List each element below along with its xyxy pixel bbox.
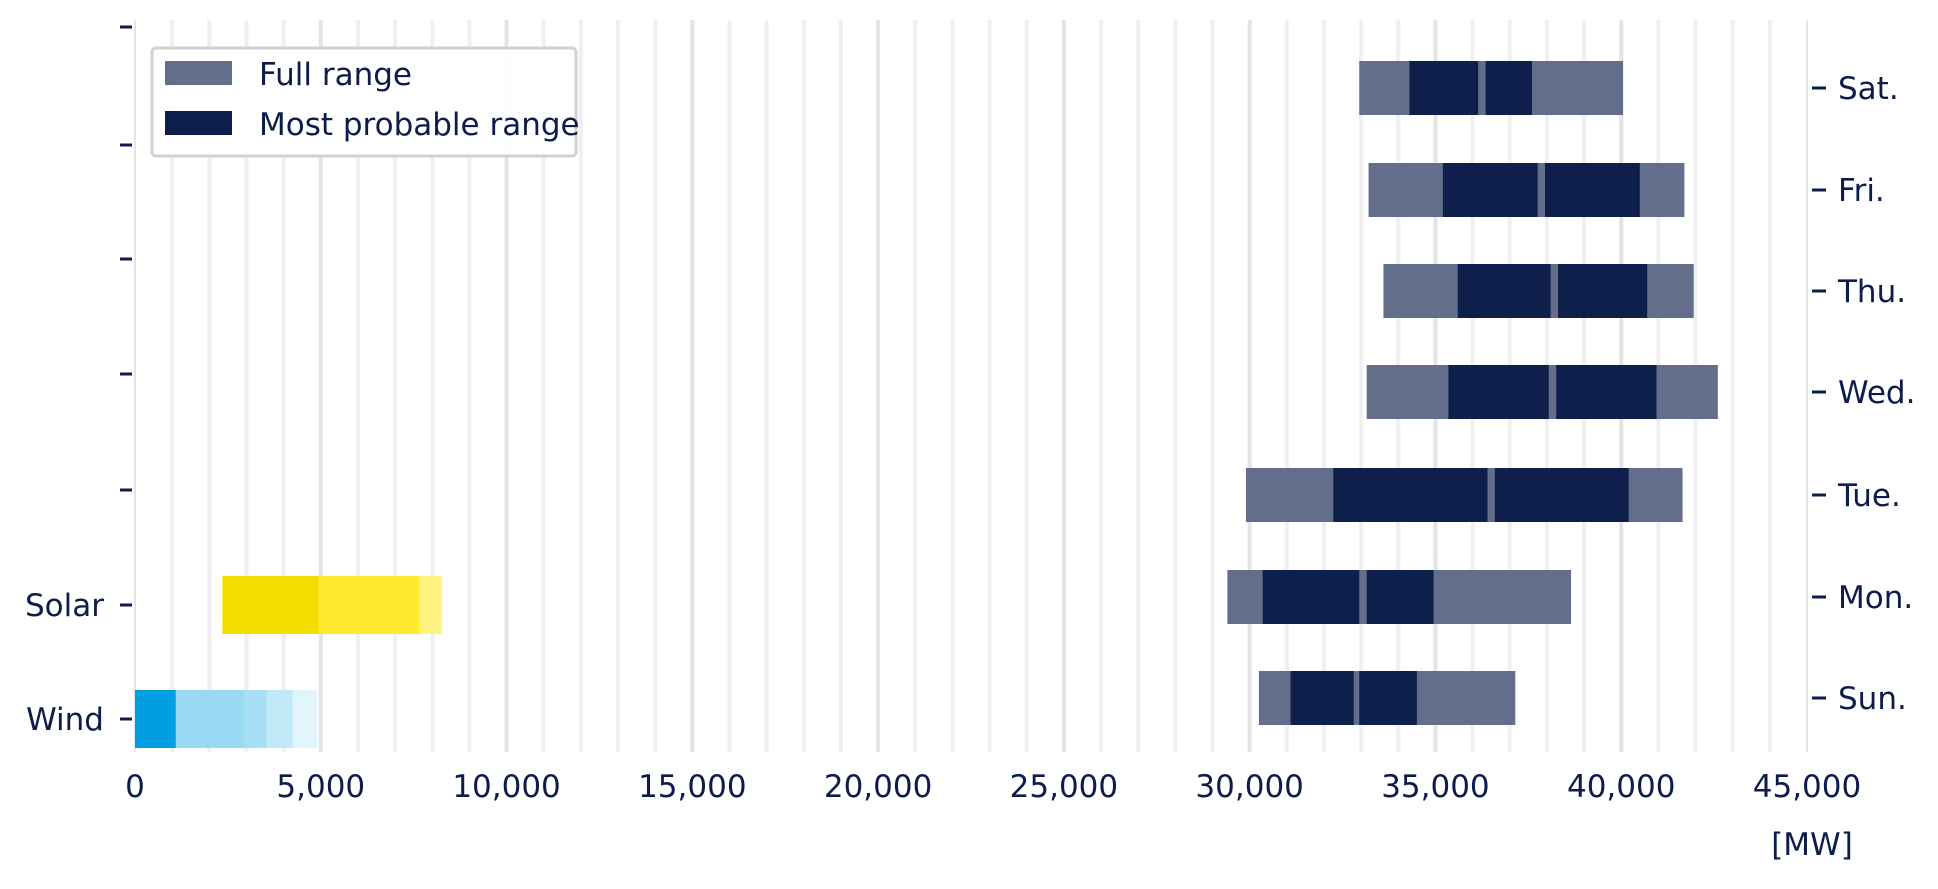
- x-axis-unit-label: [MW]: [1771, 827, 1853, 863]
- most-probable-range-bar: [1494, 468, 1629, 522]
- legend-label-most-probable-range: Most probable range: [259, 107, 580, 143]
- most-probable-range-bar: [1333, 468, 1488, 522]
- right-category-label: Sat.: [1838, 71, 1899, 107]
- wind-bar-segment: [266, 690, 293, 748]
- right-category-label: Tue.: [1837, 478, 1901, 514]
- bars: [135, 61, 1718, 748]
- wind-bar-segment: [135, 690, 176, 748]
- solar-bar-segment: [318, 576, 420, 634]
- x-tick-label: 0: [125, 769, 145, 805]
- legend-swatch-most-probable-range: [165, 111, 232, 135]
- most-probable-range-bar: [1556, 365, 1657, 419]
- most-probable-range-bar: [1558, 264, 1648, 318]
- solar-bar-segment: [222, 576, 319, 634]
- legend-swatch-full-range: [165, 61, 232, 85]
- most-probable-range-bar: [1409, 61, 1479, 115]
- right-category-label: Fri.: [1838, 173, 1885, 209]
- wind-bar-segment: [244, 690, 267, 748]
- tick-labels: 0 5,000 10,000 15,000 20,000 25,000 30,000 35,0…: [25, 71, 1915, 805]
- right-category-label: Mon.: [1838, 580, 1913, 616]
- legend-frame: [150, 46, 578, 158]
- most-probable-range-bar: [1485, 61, 1533, 115]
- most-probable-range-bar: [1448, 365, 1549, 419]
- most-probable-range-bar: [1359, 671, 1417, 725]
- left-category-label: Wind: [26, 702, 104, 738]
- left-category-label: Solar: [25, 588, 104, 624]
- x-tick-label: 45,000: [1753, 769, 1861, 805]
- right-category-label: Wed.: [1838, 375, 1915, 411]
- x-tick-label: 25,000: [1010, 769, 1118, 805]
- x-tick-label: 35,000: [1381, 769, 1489, 805]
- most-probable-range-bar: [1442, 163, 1538, 217]
- x-tick-label: 20,000: [824, 769, 932, 805]
- most-probable-range-bar: [1545, 163, 1640, 217]
- x-tick-label: 10,000: [452, 769, 560, 805]
- wind-bar-segment: [292, 690, 318, 748]
- x-tick-label: 5,000: [276, 769, 365, 805]
- axes: [120, 20, 1826, 752]
- most-probable-range-bar: [1366, 570, 1434, 624]
- most-probable-range-bar: [1262, 570, 1360, 624]
- x-tick-label: 30,000: [1195, 769, 1303, 805]
- right-category-label: Sun.: [1838, 681, 1907, 717]
- legend-label-full-range: Full range: [259, 57, 412, 93]
- solar-bar-segment: [419, 576, 442, 634]
- right-category-label: Thu.: [1837, 274, 1906, 310]
- legend: Full range Most probable range: [150, 46, 580, 158]
- x-tick-label: 40,000: [1567, 769, 1675, 805]
- wind-bar-segment: [175, 690, 245, 748]
- x-tick-label: 15,000: [638, 769, 746, 805]
- most-probable-range-bar: [1290, 671, 1354, 725]
- most-probable-range-bar: [1457, 264, 1551, 318]
